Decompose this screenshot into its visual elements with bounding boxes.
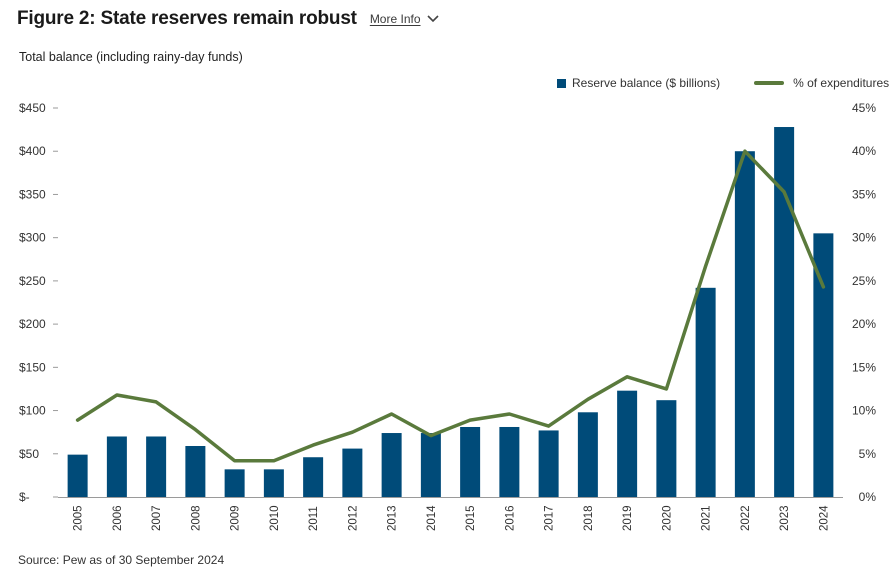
x-tick-label: 2005: [73, 505, 85, 531]
source-note: Source: Pew as of 30 September 2024: [18, 553, 225, 567]
bar: [734, 151, 755, 497]
legend-item-expenditures: % of expenditures: [720, 76, 889, 90]
y-left-tick-label: $200: [19, 317, 46, 331]
more-info-toggle[interactable]: More Info: [370, 12, 439, 26]
chart-legend: Reserve balance ($ billions) % of expend…: [557, 76, 889, 90]
bar: [577, 412, 598, 497]
bar: [381, 433, 402, 497]
y-left-tick-label: $400: [19, 144, 46, 158]
y-right-tick-label: 25%: [852, 274, 876, 288]
x-tick-label: 2009: [230, 505, 242, 531]
expenditures-line: [75, 149, 826, 463]
x-tick-label: 2021: [701, 505, 713, 531]
y-right-tick-label: 5%: [859, 447, 877, 461]
bar: [499, 426, 520, 497]
legend-label-reserve: Reserve balance ($ billions): [572, 76, 721, 90]
legend-line-swatch: [754, 81, 785, 85]
y-left-tick-label: $-: [19, 490, 30, 504]
x-tick-label: 2006: [112, 505, 124, 531]
bar: [813, 233, 834, 497]
x-tick-label: 2010: [269, 505, 281, 531]
y-left-tick-label: $450: [19, 101, 46, 115]
x-tick-label: 2016: [504, 505, 516, 531]
chart-subtitle: Total balance (including rainy-day funds…: [19, 50, 243, 64]
bar: [342, 448, 363, 497]
bar: [106, 436, 127, 497]
legend-bar-swatch: [557, 78, 566, 88]
x-tick-label: 2024: [818, 505, 830, 531]
y-left-tick-label: $300: [19, 231, 46, 245]
chart-title: Figure 2: State reserves remain robust: [17, 8, 357, 29]
bar: [146, 436, 167, 497]
x-tick-label: 2018: [583, 505, 595, 531]
x-tick-label: 2012: [347, 505, 359, 531]
y-right-tick-label: 40%: [852, 144, 876, 158]
bar: [67, 454, 88, 497]
legend-label-expenditures: % of expenditures: [793, 76, 890, 90]
y-right-tick-label: 35%: [852, 187, 876, 201]
legend-item-reserve: Reserve balance ($ billions): [557, 76, 720, 90]
x-tick-label: 2014: [426, 505, 438, 531]
x-tick-label: 2017: [544, 505, 556, 531]
y-left-tick-label: $150: [19, 360, 46, 374]
y-right-tick-label: 30%: [852, 231, 876, 245]
bar: [617, 390, 638, 497]
x-tick-label: 2022: [740, 505, 752, 531]
bar: [420, 433, 441, 497]
x-tick-label: 2019: [622, 505, 634, 531]
x-tick-label: 2020: [661, 505, 673, 531]
x-tick-label: 2015: [465, 505, 477, 531]
bar: [774, 127, 795, 498]
y-right-tick-label: 20%: [852, 317, 876, 331]
x-tick-label: 2023: [779, 505, 791, 531]
bar: [538, 430, 559, 497]
bar: [695, 287, 716, 497]
y-right-tick-label: 15%: [852, 360, 876, 374]
chevron-down-icon[interactable]: [426, 15, 439, 23]
y-right-tick-label: 0%: [859, 490, 877, 504]
y-right-tick-label: 10%: [852, 404, 876, 418]
more-info-label[interactable]: More Info: [369, 12, 421, 26]
x-tick-label: 2013: [387, 505, 399, 531]
y-left-tick-label: $100: [19, 404, 46, 418]
bar: [303, 457, 324, 497]
chart-header: Figure 2: State reserves remain robust M…: [17, 8, 439, 30]
bar: [263, 469, 284, 497]
y-right-tick-label: 45%: [852, 101, 876, 115]
y-left-tick-label: $350: [19, 187, 46, 201]
bar: [185, 445, 206, 497]
y-left-tick-label: $250: [19, 274, 46, 288]
bar: [656, 400, 677, 497]
y-left-tick-label: $50: [19, 447, 39, 461]
x-tick-label: 2008: [190, 505, 202, 531]
x-tick-label: 2011: [308, 506, 320, 531]
x-tick-label: 2007: [151, 505, 163, 531]
bar: [460, 426, 481, 497]
bar: [224, 469, 245, 497]
